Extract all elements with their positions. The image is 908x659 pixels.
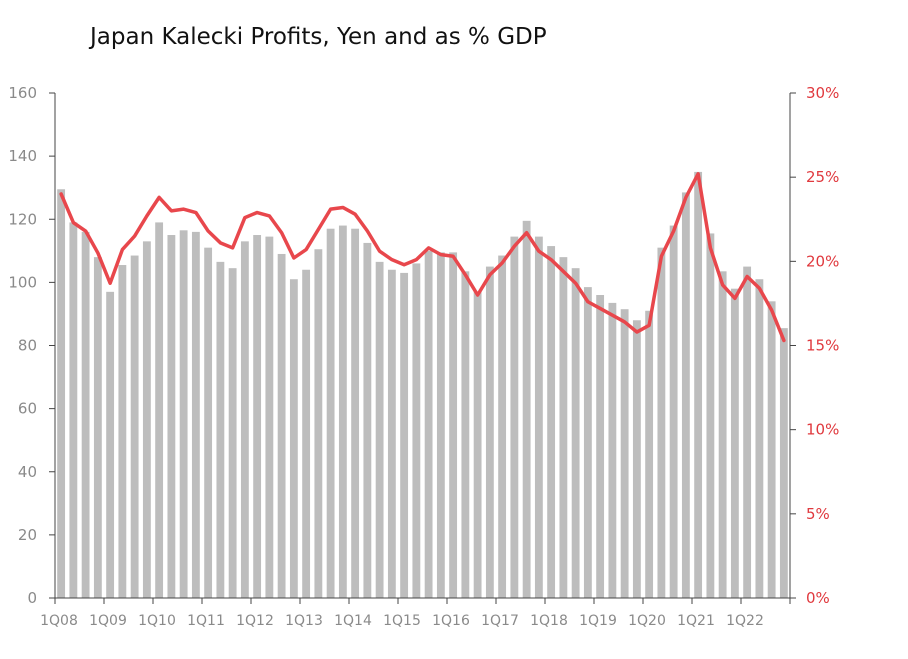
bar-series: [57, 171, 788, 599]
left-tick-label-2: 40: [18, 463, 37, 481]
x-tick-label-8: 1Q16: [432, 613, 470, 629]
x-tick-label-9: 1Q17: [481, 613, 519, 629]
bar-53: [706, 233, 715, 598]
bar-47: [632, 320, 641, 598]
bar-0: [57, 189, 66, 598]
left-tick-label-5: 100: [8, 273, 37, 291]
bar-48: [645, 310, 654, 598]
bar-7: [142, 241, 151, 598]
x-tick-label-12: 1Q20: [628, 613, 666, 629]
x-tick-label-14: 1Q22: [726, 613, 764, 629]
bar-49: [657, 247, 666, 598]
bar-2: [81, 231, 90, 599]
left-tick-label-0: 0: [27, 589, 37, 607]
left-tick-label-6: 120: [8, 210, 37, 228]
x-tick-label-7: 1Q15: [383, 613, 421, 629]
left-tick-label-8: 160: [8, 84, 37, 102]
bar-14: [228, 268, 237, 598]
bar-3: [93, 257, 102, 599]
bar-27: [387, 269, 396, 598]
right-tick-label-2: 10%: [806, 421, 839, 439]
bar-58: [767, 301, 776, 598]
bar-29: [412, 263, 421, 598]
bar-38: [522, 220, 531, 598]
bar-18: [277, 253, 286, 598]
bar-40: [547, 246, 556, 598]
x-tick-label-1: 1Q09: [89, 613, 127, 629]
right-tick-label-5: 25%: [806, 168, 839, 186]
axes: [49, 92, 796, 604]
left-tick-label-7: 140: [8, 147, 37, 165]
bar-41: [559, 257, 568, 599]
x-tick-label-13: 1Q21: [677, 613, 715, 629]
bar-8: [155, 222, 164, 598]
tick-labels: 0 20 40 60 80 100 120 140 160 0% 5% 10% 15% 20% 25% 30%…: [8, 84, 839, 629]
bar-50: [669, 225, 678, 598]
bar-31: [436, 252, 445, 598]
bar-55: [730, 288, 739, 598]
bar-36: [498, 255, 507, 599]
right-tick-label-3: 15%: [806, 337, 839, 355]
bar-42: [571, 268, 580, 598]
bar-34: [473, 291, 482, 598]
x-tick-label-6: 1Q14: [334, 613, 372, 629]
bar-17: [265, 236, 274, 599]
bar-32: [449, 252, 458, 598]
bar-21: [314, 249, 323, 599]
bar-44: [596, 295, 605, 598]
bar-54: [718, 271, 727, 598]
bar-43: [583, 287, 592, 598]
right-tick-label-6: 30%: [806, 84, 839, 102]
bar-16: [253, 235, 262, 598]
bar-33: [461, 271, 470, 598]
bar-59: [779, 328, 788, 598]
right-tick-label-1: 5%: [806, 505, 830, 523]
bar-12: [204, 247, 213, 598]
bar-45: [608, 302, 617, 598]
bar-51: [681, 192, 690, 599]
bar-19: [289, 279, 298, 598]
bar-5: [118, 265, 127, 598]
x-tick-label-3: 1Q11: [187, 613, 225, 629]
x-tick-label-5: 1Q13: [285, 613, 323, 629]
bar-6: [130, 255, 139, 599]
bar-28: [400, 272, 409, 598]
right-tick-label-4: 20%: [806, 252, 839, 270]
left-tick-label-3: 60: [18, 400, 37, 418]
bar-52: [694, 171, 703, 598]
line-series: [59, 172, 786, 343]
bar-46: [620, 309, 629, 598]
x-tick-label-11: 1Q19: [579, 613, 617, 629]
bar-22: [326, 228, 335, 598]
x-tick-label-0: 1Q08: [40, 613, 78, 629]
x-tick-label-4: 1Q12: [236, 613, 274, 629]
bar-4: [106, 291, 115, 598]
left-tick-label-1: 20: [18, 526, 37, 544]
bar-13: [216, 261, 225, 598]
bar-10: [179, 230, 188, 599]
bar-39: [534, 236, 543, 599]
bar-11: [191, 231, 200, 599]
bar-15: [240, 241, 249, 598]
bar-37: [510, 236, 519, 599]
x-tick-label-2: 1Q10: [138, 613, 176, 629]
bar-9: [167, 235, 176, 598]
bar-23: [338, 225, 347, 598]
chart-title: Japan Kalecki Profits, Yen and as % GDP: [90, 24, 547, 50]
right-tick-label-0: 0%: [806, 589, 830, 607]
bar-1: [69, 222, 78, 598]
bar-20: [302, 269, 311, 598]
x-tick-label-10: 1Q18: [530, 613, 568, 629]
profit-share-line: [59, 172, 786, 343]
bar-56: [743, 266, 752, 598]
bar-25: [363, 242, 372, 599]
bar-24: [351, 228, 360, 598]
bar-30: [424, 250, 433, 598]
bar-57: [755, 279, 764, 598]
bar-35: [485, 266, 494, 598]
left-tick-label-4: 80: [18, 337, 37, 355]
bar-26: [375, 261, 384, 598]
